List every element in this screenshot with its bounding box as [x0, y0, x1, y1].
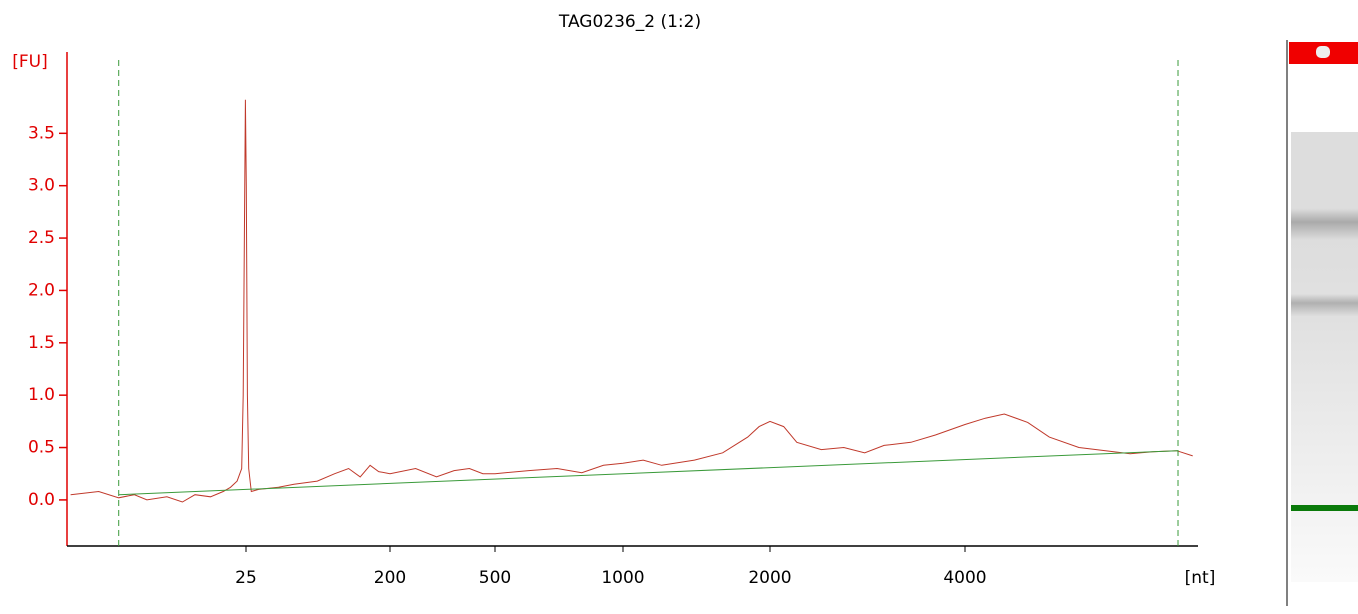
y-tick-label: 3.5 — [28, 123, 55, 143]
gel-lane — [1286, 40, 1358, 606]
y-tick-label: 3.0 — [28, 176, 55, 196]
y-tick-label: 0.5 — [28, 438, 55, 458]
x-tick-label: 25 — [235, 568, 257, 588]
x-tick-label: 1000 — [601, 568, 644, 588]
y-tick-label: 2.5 — [28, 228, 55, 248]
y-tick-label: 1.5 — [28, 333, 55, 353]
y-axis-label: [FU] — [12, 52, 48, 72]
baseline — [118, 450, 1179, 496]
x-tick-label: 500 — [479, 568, 511, 588]
x-tick-label: 2000 — [748, 568, 791, 588]
y-tick-label: 1.0 — [28, 385, 55, 405]
chart-title: TAG0236_2 (1:2) — [558, 12, 701, 32]
x-axis-label: [nt] — [1185, 568, 1216, 588]
trace — [70, 99, 1193, 503]
y-tick-label: 2.0 — [28, 280, 55, 300]
y-tick-label: 0.0 — [28, 490, 55, 510]
x-tick-label: 200 — [374, 568, 406, 588]
x-tick-label: 4000 — [943, 568, 986, 588]
